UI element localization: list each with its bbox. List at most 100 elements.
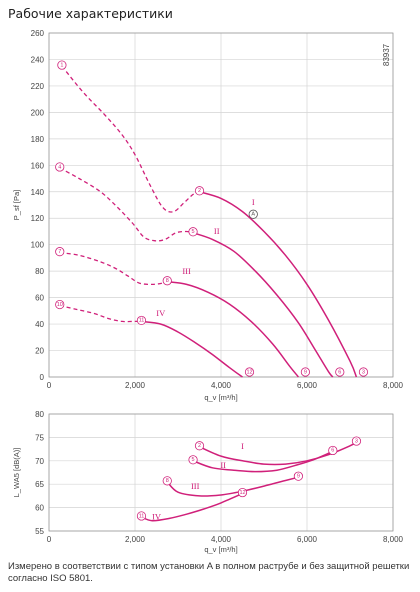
point-marker: 5 — [188, 455, 198, 465]
point-marker-circle — [248, 209, 258, 219]
point-marker-label: 3 — [355, 438, 358, 444]
point-marker-label: 9 — [304, 369, 307, 375]
series-line-ii — [192, 450, 334, 473]
y-tick-label: 140 — [31, 188, 45, 197]
curve-label: III — [191, 481, 200, 491]
y-axis-label: P_sf [Pa] — [12, 190, 21, 220]
point-marker-circle — [136, 315, 147, 326]
dashed-limit-line — [59, 251, 168, 286]
point-marker: 3 — [351, 436, 362, 446]
y-tick-label: 70 — [35, 457, 44, 466]
x-tick-label: 8,000 — [383, 535, 404, 544]
curve-label: IV — [152, 511, 162, 521]
point-marker-circle — [57, 60, 67, 70]
x-tick-label: 4,000 — [211, 381, 232, 390]
x-tick-label: 0 — [47, 535, 52, 544]
x-tick-label: 6,000 — [297, 381, 318, 390]
dashed-limit-line — [59, 304, 142, 323]
y-tick-label: 65 — [35, 480, 44, 489]
x-tick-label: 0 — [47, 381, 52, 390]
curve-label: I — [252, 197, 255, 207]
point-marker-label: 8 — [166, 478, 169, 484]
y-tick-label: 160 — [31, 161, 45, 170]
point-marker-circle — [188, 455, 198, 465]
y-tick-label: 60 — [35, 294, 44, 303]
footnote: Измерено в соответствии с типом установк… — [8, 561, 410, 584]
figure-code-label: 83937 — [382, 43, 391, 66]
curve-label: II — [220, 460, 226, 470]
point-marker: 6 — [335, 367, 345, 377]
curve-label: I — [241, 441, 244, 451]
point-marker-label: 5 — [192, 457, 195, 463]
point-marker-circle — [162, 476, 172, 486]
y-tick-label: 180 — [31, 135, 45, 144]
point-marker-label: A — [251, 212, 255, 218]
point-marker: 2 — [194, 186, 205, 196]
point-marker-circle — [293, 471, 303, 481]
point-marker-circle — [136, 511, 147, 521]
series-line-iv — [141, 320, 243, 378]
point-marker-circle — [358, 367, 369, 377]
point-marker: A — [248, 209, 258, 219]
point-marker: 12 — [244, 367, 255, 377]
point-marker: 9 — [300, 367, 310, 377]
curve-label: III — [182, 266, 191, 276]
y-tick-label: 55 — [35, 527, 44, 536]
point-marker-circle — [335, 367, 345, 377]
point-marker: 4 — [55, 162, 65, 172]
point-marker-label: 1 — [60, 62, 63, 68]
point-marker-label: 10 — [57, 302, 63, 308]
point-marker-label: 6 — [331, 448, 334, 454]
point-marker-circle — [237, 487, 248, 498]
point-marker: 8 — [162, 476, 172, 486]
series-line-iii — [167, 280, 299, 378]
y-tick-label: 100 — [31, 241, 45, 250]
point-marker-label: 12 — [239, 490, 245, 496]
y-tick-label: 260 — [31, 29, 45, 38]
point-marker: 11 — [136, 315, 147, 326]
y-tick-label: 60 — [35, 504, 44, 513]
plot-frame — [48, 413, 394, 532]
point-marker-circle — [328, 445, 338, 456]
x-axis-label: q_v [m³/h] — [204, 545, 237, 554]
point-marker: 6 — [328, 445, 338, 456]
y-tick-label: 80 — [35, 410, 44, 419]
x-tick-label: 6,000 — [297, 535, 318, 544]
series-line-ii — [192, 232, 334, 378]
y-tick-label: 200 — [31, 108, 45, 117]
point-marker-label: 8 — [166, 278, 169, 284]
curve-label: IV — [156, 308, 166, 318]
series-line-i — [199, 191, 358, 378]
point-marker: 3 — [358, 367, 369, 377]
y-tick-label: 40 — [35, 320, 44, 329]
point-marker-label: 6 — [338, 369, 341, 375]
point-marker-label: 3 — [362, 369, 365, 375]
point-marker-label: 2 — [198, 443, 201, 449]
x-tick-label: 8,000 — [383, 381, 404, 390]
point-marker-circle — [55, 162, 65, 172]
x-tick-label: 2,000 — [125, 535, 146, 544]
point-marker-circle — [244, 367, 255, 377]
point-marker-label: 5 — [192, 229, 195, 235]
point-marker: 11 — [136, 511, 147, 521]
page-title: Рабочие характеристики — [8, 6, 173, 21]
y-tick-label: 120 — [31, 214, 45, 223]
point-marker-label: 2 — [198, 188, 201, 194]
y-tick-label: 240 — [31, 55, 45, 64]
series-line-iii — [166, 476, 299, 497]
point-marker-circle — [55, 247, 65, 257]
x-axis-label: q_v [m³/h] — [204, 393, 237, 402]
dashed-limit-line — [61, 65, 200, 213]
series-line-iv — [141, 492, 243, 522]
x-tick-label: 2,000 — [125, 381, 146, 390]
y-axis-label: L_WA5 [dB(A)] — [12, 448, 21, 498]
point-marker-label: 11 — [139, 513, 145, 519]
point-marker: 1 — [57, 60, 67, 70]
dashed-limit-line — [59, 167, 194, 242]
curve-label: II — [214, 226, 220, 236]
plot-frame — [48, 32, 394, 378]
point-marker-circle — [194, 186, 205, 196]
y-tick-label: 20 — [35, 347, 44, 356]
point-marker-circle — [351, 436, 362, 446]
